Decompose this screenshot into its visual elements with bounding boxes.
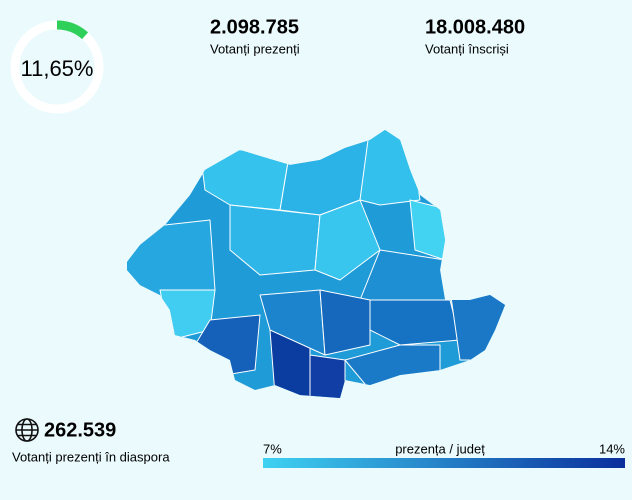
stat-value: 18.008.480: [425, 16, 525, 38]
legend-title: prezența / județ: [395, 441, 485, 456]
turnout-arc: [56, 20, 89, 40]
globe-icon: [15, 418, 39, 442]
county: [359, 130, 421, 206]
diaspora-value: 262.539: [44, 419, 116, 441]
county: [449, 289, 505, 361]
turnout-label: 11,65%: [21, 56, 94, 81]
stat-label: Votanți prezenți: [210, 41, 300, 56]
stat-value: 2.098.785: [210, 16, 299, 38]
county: [309, 354, 346, 398]
county: [127, 219, 216, 301]
county: [319, 289, 371, 356]
map: [127, 130, 505, 398]
legend-min: 7%: [263, 441, 282, 456]
legend-max: 14%: [599, 441, 625, 456]
legend-bar: [263, 458, 625, 468]
diaspora-label: Votanți prezenți în diaspora: [12, 449, 170, 464]
county: [314, 199, 381, 281]
county: [229, 204, 321, 276]
stat-label: Votanți înscriși: [425, 41, 509, 56]
